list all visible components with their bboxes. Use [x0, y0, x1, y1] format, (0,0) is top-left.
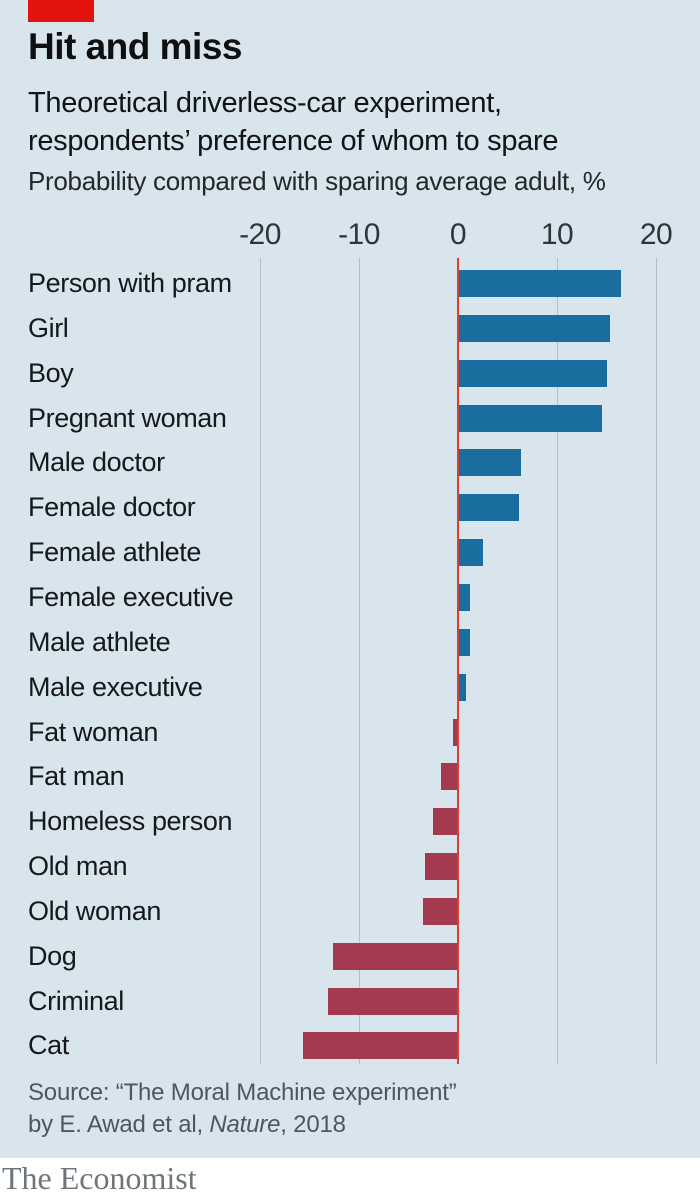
- category-label-person-with-pram: Person with pram: [28, 268, 232, 298]
- category-label-criminal: Criminal: [28, 985, 124, 1016]
- bar-cat: [302, 1032, 458, 1060]
- category-label-old-woman: Old woman: [28, 895, 161, 926]
- unit-note: Probability compared with sparing averag…: [28, 166, 606, 196]
- bar-male-executive: [458, 673, 466, 701]
- gridline--10: [358, 258, 360, 1064]
- bar-fat-woman: [453, 718, 458, 746]
- x-tick-label-0: 0: [449, 218, 467, 251]
- x-axis: -20 -10 0 10 20: [0, 0, 700, 258]
- bar-old-man: [425, 853, 458, 881]
- subtitle-line1: Theoretical driverless-car experiment,: [28, 87, 502, 119]
- bar-female-doctor: [458, 494, 520, 522]
- category-label-cat: Cat: [28, 1030, 69, 1061]
- bar-homeless-person: [433, 808, 458, 836]
- source-note: Source: “The Moral Machine experiment” b…: [28, 1077, 457, 1141]
- category-label-female-athlete: Female athlete: [28, 537, 201, 568]
- category-label-homeless-person: Homeless person: [28, 806, 233, 837]
- zero-baseline: [457, 258, 459, 1064]
- category-label-female-doctor: Female doctor: [28, 492, 196, 523]
- bar-fat-man: [441, 763, 458, 791]
- category-label-fat-woman: Fat woman: [28, 716, 158, 747]
- subtitle-line2: respondents’ preference of whom to spare: [28, 125, 559, 157]
- x-tick-label-20: 20: [639, 218, 673, 251]
- category-label-fat-man: Fat man: [28, 761, 125, 792]
- bar-dog: [333, 942, 458, 970]
- economist-red-tab: [28, 0, 94, 22]
- category-label-old-man: Old man: [28, 851, 128, 882]
- economist-wordmark: The Economist: [2, 1160, 197, 1196]
- source-line1: Source: “The Moral Machine experiment”: [28, 1079, 457, 1106]
- category-label-dog: Dog: [28, 940, 77, 971]
- gridline--20: [259, 258, 261, 1064]
- bar-boy: [458, 359, 607, 387]
- bar-person-with-pram: [458, 270, 622, 297]
- category-label-male-athlete: Male athlete: [28, 626, 171, 657]
- bar-old-woman: [423, 897, 458, 925]
- bar-pregnant-woman: [458, 404, 602, 432]
- footer: The Economist: [0, 1158, 700, 1200]
- bar-female-executive: [458, 583, 470, 611]
- category-label-female-executive: Female executive: [28, 581, 234, 612]
- x-tick-label--10: -10: [338, 218, 380, 251]
- source-line2: by E. Awad et al, Nature, 2018: [28, 1109, 457, 1141]
- category-label-male-doctor: Male doctor: [28, 447, 165, 478]
- bar-criminal: [328, 987, 458, 1015]
- category-label-male-executive: Male executive: [28, 671, 203, 702]
- source-journal-name: Nature: [209, 1111, 281, 1138]
- gridline-20: [655, 258, 657, 1064]
- bar-girl: [458, 314, 611, 342]
- bar-male-doctor: [458, 449, 522, 477]
- chart-subtitle: Theoretical driverless-car experiment, r…: [28, 84, 558, 160]
- plot-area: Person with pram Girl Boy Pregnant woman Mal…: [0, 258, 700, 1064]
- category-label-girl: Girl: [28, 312, 69, 343]
- category-label-pregnant-woman: Pregnant woman: [28, 402, 227, 433]
- bar-female-athlete: [458, 539, 483, 567]
- gridline-10: [556, 258, 558, 1064]
- category-label-boy: Boy: [28, 357, 74, 388]
- chart-title: Hit and miss: [28, 26, 243, 67]
- source-line2-suffix: , 2018: [280, 1111, 346, 1138]
- bar-male-athlete: [458, 628, 470, 656]
- x-tick-label-10: 10: [540, 218, 574, 251]
- x-tick-label--20: -20: [239, 218, 281, 251]
- source-line2-prefix: by E. Awad et al,: [28, 1111, 210, 1138]
